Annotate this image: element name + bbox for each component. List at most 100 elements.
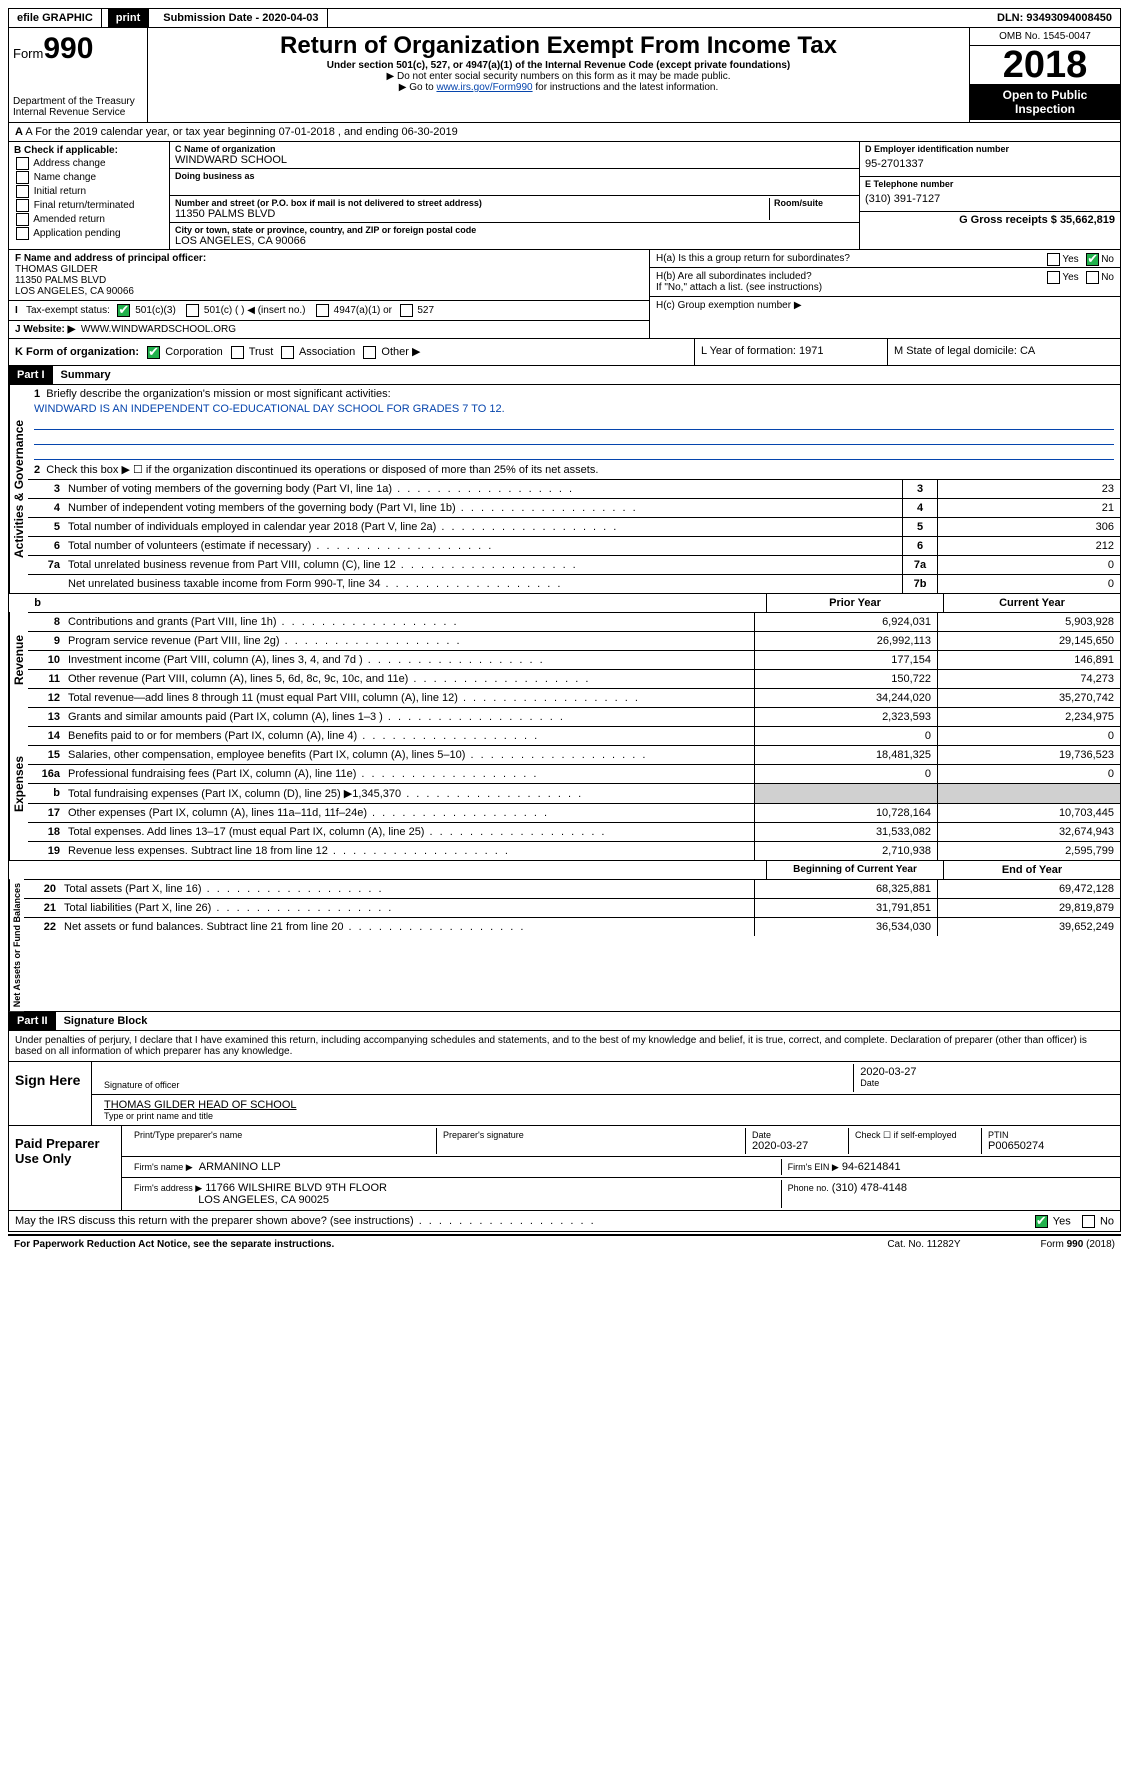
hb-no[interactable] [1086,271,1099,284]
side-governance: Activities & Governance [9,385,28,593]
sign-here-label: Sign Here [9,1062,92,1125]
i-501c3-check[interactable] [117,304,130,317]
note-goto: ▶ Go to www.irs.gov/Form990 for instruct… [156,82,961,93]
print-button[interactable]: print [108,9,149,27]
part2-bar: Part II Signature Block [8,1012,1121,1031]
section-hb: H(b) Are all subordinates included? Yes … [650,268,1120,297]
j-label: J [15,324,21,335]
b-opt-address[interactable]: Address change [14,157,164,170]
part1-header: Part I [9,366,53,384]
summary-line: Net unrelated business taxable income fr… [28,574,1120,593]
summary-line: 16a Professional fundraising fees (Part … [28,764,1120,783]
underline [34,415,1114,430]
firm-phone: (310) 478-4148 [832,1182,907,1194]
prep-sig-label: Preparer's signature [443,1130,739,1140]
goto-post: for instructions and the latest informat… [533,82,719,93]
l-year: L Year of formation: 1971 [695,339,888,365]
col-headers-net: Beginning of Current Year End of Year [9,860,1120,879]
summary-line: 9 Program service revenue (Part VIII, li… [28,631,1120,650]
section-f: F Name and address of principal officer:… [9,250,649,301]
goto-pre: ▶ Go to [399,82,437,93]
summary-line: 5 Total number of individuals employed i… [28,517,1120,536]
k-corp-check[interactable] [147,346,160,359]
b-opt-app-pending[interactable]: Application pending [14,227,164,240]
side-revenue: Revenue [9,612,28,707]
form990-link[interactable]: www.irs.gov/Form990 [436,82,532,93]
f-label: F Name and address of principal officer: [15,253,206,264]
ein-value: 95-2701337 [865,154,1115,174]
check-self: Check ☐ if self-employed [855,1130,975,1141]
k-corp: Corporation [165,346,222,358]
k-other: Other ▶ [381,346,420,358]
paid-preparer-label: Paid Preparer Use Only [9,1126,122,1210]
b-opt-amended[interactable]: Amended return [14,213,164,226]
efile-label: efile GRAPHIC [9,9,102,27]
form-title: Return of Organization Exempt From Incom… [156,32,961,60]
firm-ein: 94-6214841 [842,1161,901,1173]
k-trust-check[interactable] [231,346,244,359]
b-opt-initial[interactable]: Initial return [14,185,164,198]
open-public: Open to Public Inspection [970,84,1120,120]
sig-date: 2020-03-27 [860,1066,1108,1078]
i-4947-check[interactable] [316,304,329,317]
row-a-text: A For the 2019 calendar year, or tax yea… [25,126,457,138]
officer-addr1: 11350 PALMS BLVD [15,275,106,286]
signature-block: Under penalties of perjury, I declare th… [8,1031,1121,1232]
k-other-check[interactable] [363,346,376,359]
hdr-beg: Beginning of Current Year [766,861,943,879]
row-klm: K Form of organization: Corporation Trus… [8,339,1121,366]
ha-no[interactable] [1086,253,1099,266]
website-value: WWW.WINDWARDSCHOOL.ORG [81,324,236,335]
org-name: WINDWARD SCHOOL [175,154,854,166]
dba-label: Doing business as [175,171,854,181]
section-hc: H(c) Group exemption number ▶ [650,297,1120,314]
org-city: LOS ANGELES, CA 90066 [175,235,854,247]
city-label: City or town, state or province, country… [175,225,854,235]
hb-yes[interactable] [1047,271,1060,284]
hb-text: H(b) Are all subordinates included? [656,271,812,282]
i-501c: 501(c) ( ) ◀ (insert no.) [204,305,306,316]
k-assoc-check[interactable] [281,346,294,359]
dept-treasury: Department of the Treasury [13,96,143,107]
summary-line: 20 Total assets (Part X, line 16) 68,325… [24,879,1120,898]
top-bar: efile GRAPHIC print Submission Date - 20… [8,8,1121,28]
type-name-label: Type or print name and title [104,1111,1108,1121]
firm-ein-label: Firm's EIN ▶ [788,1162,839,1172]
i-4947: 4947(a)(1) or [334,305,392,316]
c-name-label: C Name of organization [175,144,854,154]
room-label: Room/suite [774,198,854,208]
i-501c-check[interactable] [186,304,199,317]
q1-text: Briefly describe the organization's miss… [46,388,390,400]
summary-line: 13 Grants and similar amounts paid (Part… [28,707,1120,726]
col-headers: b Prior Year Current Year [9,593,1120,612]
summary-line: 22 Net assets or fund balances. Subtract… [24,917,1120,936]
ha-yes[interactable] [1047,253,1060,266]
summary-line: 19 Revenue less expenses. Subtract line … [28,841,1120,860]
summary-line: 3 Number of voting members of the govern… [28,479,1120,498]
summary-line: 15 Salaries, other compensation, employe… [28,745,1120,764]
form-prefix: Form [13,46,43,61]
ptin: P00650274 [988,1140,1108,1152]
i-label: Tax-exempt status: [26,305,110,316]
hc-text: H(c) Group exemption number ▶ [656,300,802,311]
firm-addr-label: Firm's address ▶ [134,1183,202,1193]
declaration: Under penalties of perjury, I declare th… [9,1031,1120,1062]
b-opt-name[interactable]: Name change [14,171,164,184]
officer-printed: THOMAS GILDER HEAD OF SCHOOL [104,1099,1108,1111]
part2-header: Part II [9,1012,56,1030]
discuss-no[interactable] [1082,1215,1095,1228]
addr-label: Number and street (or P.O. box if mail i… [175,198,769,208]
website-label: Website: ▶ [23,324,75,335]
i-527-check[interactable] [400,304,413,317]
sig-officer-label: Signature of officer [104,1080,847,1090]
part1-body: Activities & Governance 1 Briefly descri… [8,385,1121,1012]
b-opt-final[interactable]: Final return/terminated [14,199,164,212]
summary-line: 14 Benefits paid to or for members (Part… [28,726,1120,745]
side-net: Net Assets or Fund Balances [9,879,24,1011]
dln-label: DLN: 93493094008450 [989,9,1120,27]
discuss-yes[interactable] [1035,1215,1048,1228]
discuss-row: May the IRS discuss this return with the… [9,1211,1120,1231]
block-fhij: F Name and address of principal officer:… [8,250,1121,339]
prep-name-label: Print/Type preparer's name [134,1130,430,1140]
part1-title: Summary [53,366,119,384]
